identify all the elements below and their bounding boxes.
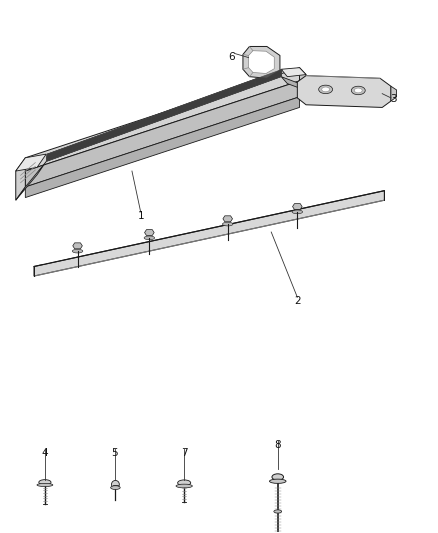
Ellipse shape bbox=[354, 88, 362, 93]
Text: 5: 5 bbox=[111, 448, 118, 458]
Ellipse shape bbox=[111, 486, 120, 489]
Polygon shape bbox=[300, 68, 306, 91]
Polygon shape bbox=[145, 230, 154, 236]
Polygon shape bbox=[16, 158, 25, 200]
Ellipse shape bbox=[319, 85, 332, 94]
Polygon shape bbox=[46, 69, 282, 161]
Polygon shape bbox=[16, 154, 46, 171]
Text: 7: 7 bbox=[181, 448, 187, 458]
Polygon shape bbox=[293, 204, 302, 209]
Ellipse shape bbox=[223, 222, 233, 226]
Text: 3: 3 bbox=[390, 94, 396, 104]
Polygon shape bbox=[34, 191, 385, 276]
Text: 8: 8 bbox=[275, 440, 281, 450]
Ellipse shape bbox=[144, 236, 155, 240]
Text: 2: 2 bbox=[294, 296, 300, 306]
Ellipse shape bbox=[39, 480, 51, 485]
Polygon shape bbox=[223, 216, 233, 222]
Ellipse shape bbox=[351, 86, 365, 95]
Ellipse shape bbox=[322, 87, 329, 92]
Polygon shape bbox=[25, 97, 300, 198]
Ellipse shape bbox=[72, 249, 83, 253]
Polygon shape bbox=[281, 77, 306, 91]
Polygon shape bbox=[297, 76, 391, 108]
Ellipse shape bbox=[112, 480, 119, 488]
Polygon shape bbox=[25, 68, 300, 171]
Polygon shape bbox=[243, 46, 280, 78]
Text: 6: 6 bbox=[229, 52, 235, 62]
Ellipse shape bbox=[272, 474, 283, 480]
Ellipse shape bbox=[178, 480, 191, 486]
Polygon shape bbox=[281, 68, 306, 77]
Ellipse shape bbox=[269, 479, 286, 483]
Ellipse shape bbox=[292, 210, 303, 214]
Polygon shape bbox=[391, 86, 396, 101]
Polygon shape bbox=[249, 51, 274, 74]
Ellipse shape bbox=[274, 510, 282, 513]
Polygon shape bbox=[73, 243, 82, 249]
Text: 4: 4 bbox=[42, 448, 48, 458]
Polygon shape bbox=[25, 81, 300, 187]
Ellipse shape bbox=[176, 484, 192, 488]
Text: 1: 1 bbox=[138, 211, 144, 221]
Polygon shape bbox=[16, 161, 46, 200]
Ellipse shape bbox=[37, 483, 53, 487]
